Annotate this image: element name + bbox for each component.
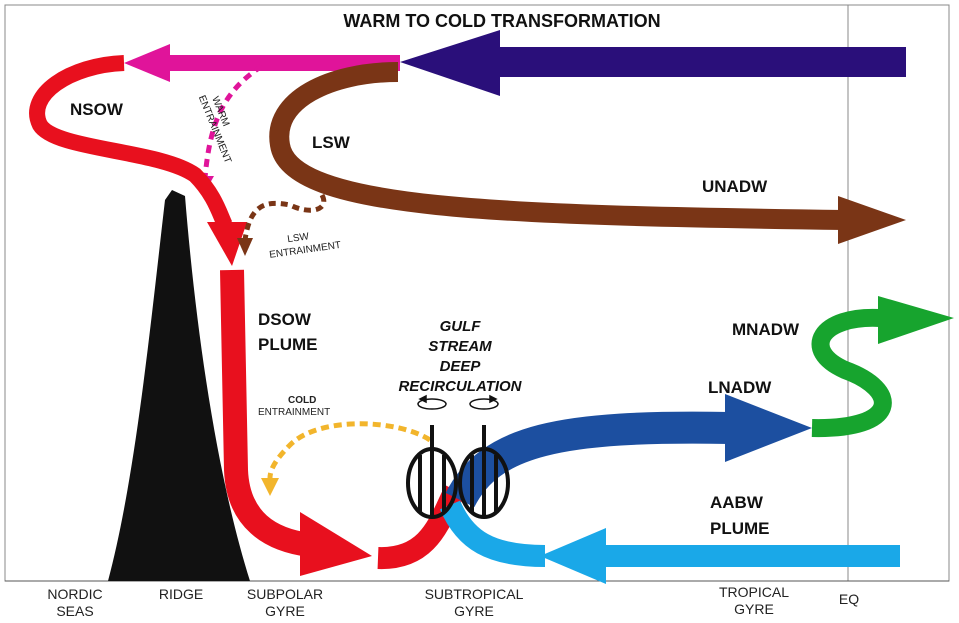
diagram-title: WARM TO COLD TRANSFORMATION [343, 11, 660, 31]
axis-subpolar-line2: GYRE [265, 603, 305, 619]
label-dsow-line1: DSOW [258, 310, 312, 329]
axis-ridge: RIDGE [159, 586, 203, 602]
label-gulf-line3: DEEP [440, 358, 482, 375]
axis-nordic-line2: SEAS [56, 603, 93, 619]
label-mnadw: MNADW [732, 320, 800, 339]
axis-tropical-line2: GYRE [734, 601, 774, 617]
svg-text:LSW: LSW [287, 231, 311, 245]
lsw-entrainment-arrowhead [237, 238, 253, 256]
ridge-shape [108, 190, 250, 581]
svg-text:ENTRAINMENT: ENTRAINMENT [269, 240, 342, 261]
nsow-arrowhead [207, 222, 247, 266]
mnadw-flow [811, 308, 892, 438]
nsow-flow [29, 55, 233, 229]
magenta-arrow [168, 55, 400, 71]
label-lnadw: LNADW [708, 378, 772, 397]
cold-entrainment-dashed [267, 421, 432, 479]
cold-entrainment-arrowhead [261, 478, 279, 496]
label-gulf-line4: RECIRCULATION [398, 378, 522, 395]
mnadw-arrowhead [878, 296, 954, 344]
lsw-flow [269, 62, 846, 230]
axis-subpolar-line1: SUBPOLAR [247, 586, 323, 602]
lnadw-flow [445, 411, 731, 508]
warm-inflow-arrowhead [400, 30, 500, 96]
warm-entrainment-label: WARM ENTRAINMENT [196, 94, 233, 165]
lsw-entrainment-label: LSW ENTRAINMENT [269, 231, 342, 261]
label-lsw: LSW [312, 133, 351, 152]
aabw-arrowhead [540, 528, 606, 584]
axis-tropical-line1: TROPICAL [719, 584, 789, 600]
cold-entrainment-label-line2: ENTRAINMENT [258, 407, 330, 418]
label-gulf-line1: GULF [440, 318, 482, 335]
axis-subtropical-line1: SUBTROPICAL [425, 586, 524, 602]
dsow-plume-arrowhead [300, 512, 372, 576]
label-gulf-line2: STREAM [428, 338, 492, 355]
warm-inflow-arrow [470, 47, 906, 77]
axis-nordic-line1: NORDIC [47, 586, 102, 602]
axis-subtropical-line2: GYRE [454, 603, 494, 619]
label-dsow-line2: PLUME [258, 335, 318, 354]
magenta-arrowhead [124, 44, 170, 82]
label-nsow: NSOW [70, 100, 124, 119]
aabw-flow [600, 545, 900, 567]
red-to-gyre-flow [377, 485, 465, 570]
warm-entrainment-dashed [202, 63, 264, 179]
dsow-plume-flow [220, 269, 312, 557]
rotation-arrows-icon [417, 394, 499, 410]
lsw-entrainment-dashed [242, 193, 327, 241]
label-unadw: UNADW [702, 177, 768, 196]
label-aabw-line1: AABW [710, 493, 764, 512]
lnadw-arrowhead [725, 394, 812, 462]
recirculation-gyres-icon [406, 425, 510, 519]
axis-eq: EQ [839, 591, 859, 607]
cold-entrainment-label-line1: COLD [288, 395, 316, 406]
unadw-arrowhead [838, 196, 906, 244]
aabw-to-gyre-flow [439, 500, 546, 567]
label-aabw-line2: PLUME [710, 519, 770, 538]
